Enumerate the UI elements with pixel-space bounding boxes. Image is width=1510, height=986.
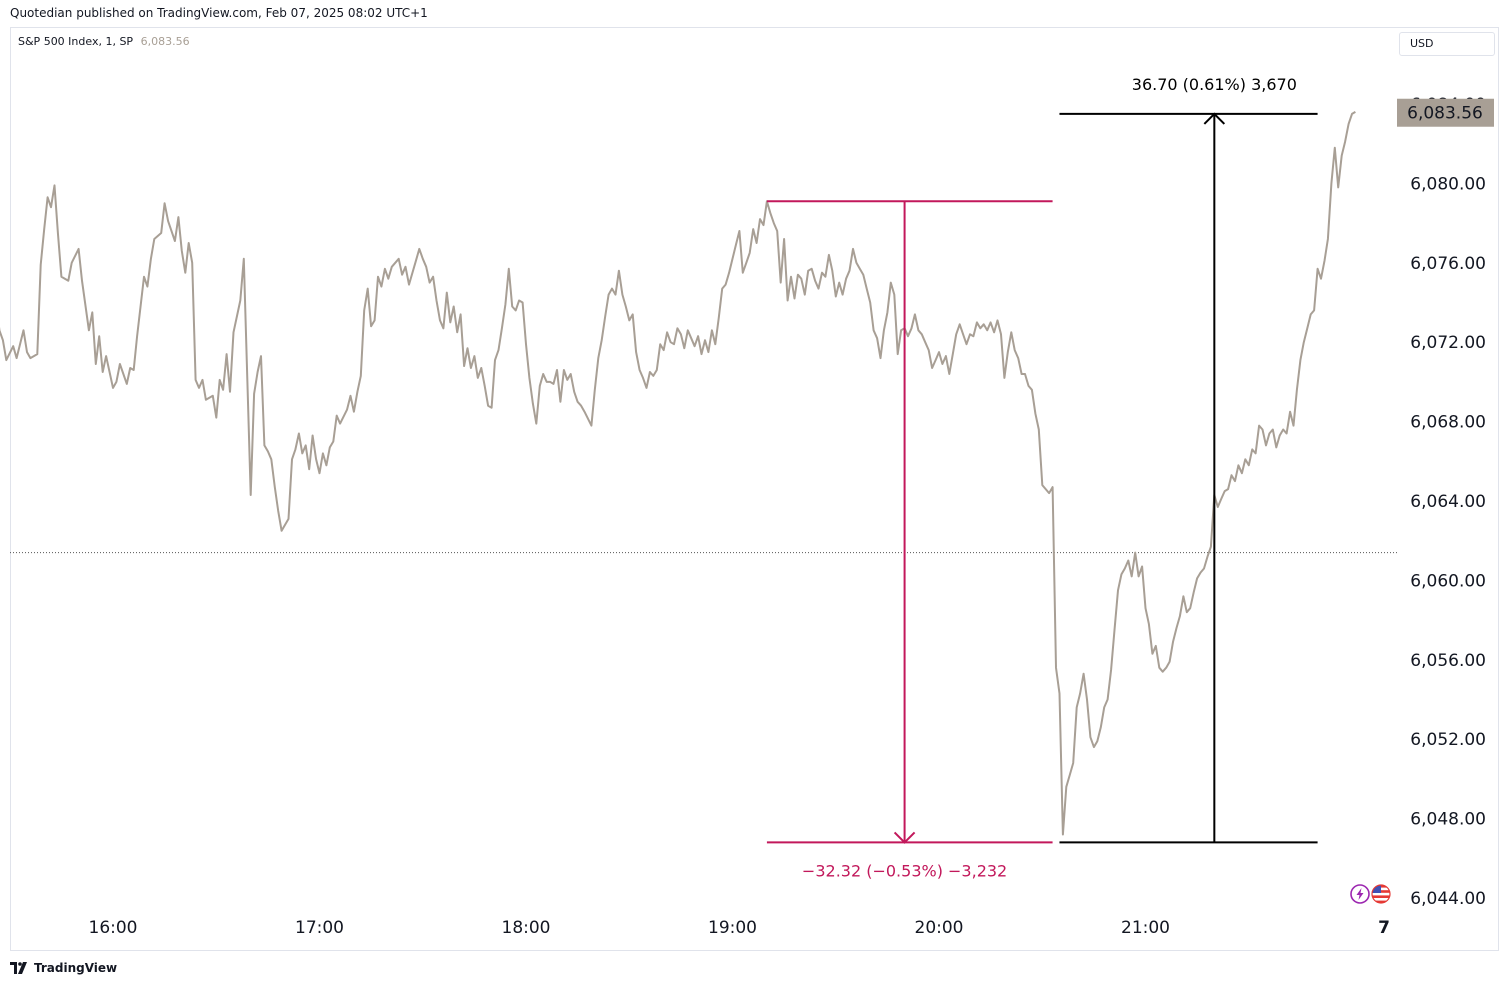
- published-caption: Quotedian published on TradingView.com, …: [10, 6, 428, 20]
- measure-arrowhead: [893, 831, 916, 844]
- chart-frame: [10, 27, 1499, 951]
- lightning-icon[interactable]: [1350, 884, 1370, 904]
- x-axis-tick-label: 7: [1378, 918, 1390, 938]
- status-icons[interactable]: [1350, 884, 1391, 904]
- series-layer: [0, 111, 1356, 836]
- last-price-tag-layer: 6,083.56: [1397, 98, 1494, 127]
- measure-label: −32.32 (−0.53%) −3,232: [802, 861, 1007, 880]
- price-range-down-measure: −32.32 (−0.53%) −3,232: [766, 200, 1053, 880]
- price-range-up-measure: 36.70 (0.61%) 3,670: [1059, 75, 1318, 844]
- currency-button[interactable]: USD: [1399, 32, 1495, 56]
- y-axis-tick-label: 6,072.00: [1410, 333, 1486, 353]
- last-price-tag: [1397, 98, 1494, 127]
- y-axis-tick-label: 6,068.00: [1410, 413, 1486, 433]
- price-series-line: [0, 111, 1356, 836]
- chart-legend: S&P 500 Index, 1, SP 6,083.56: [18, 35, 190, 48]
- x-axis-tick-label: 21:00: [1121, 918, 1170, 938]
- y-axis[interactable]: 6,084.006,080.006,076.006,072.006,068.00…: [1410, 95, 1486, 909]
- last-price-tag-label: 6,083.56: [1407, 104, 1483, 124]
- y-axis-tick-label: 6,048.00: [1410, 810, 1486, 830]
- y-axis-tick-label: 6,076.00: [1410, 254, 1486, 274]
- y-axis-tick-label: 6,044.00: [1410, 889, 1486, 909]
- measure-layer[interactable]: −32.32 (−0.53%) −3,232 36.70 (0.61%) 3,67…: [766, 75, 1318, 880]
- x-axis-tick-label: 19:00: [708, 918, 757, 938]
- y-axis-tick-label: 6,080.00: [1410, 174, 1486, 194]
- measure-label: 36.70 (0.61%) 3,670: [1132, 75, 1297, 94]
- x-axis-tick-label: 17:00: [295, 918, 344, 938]
- y-axis-tick-label: 6,056.00: [1410, 651, 1486, 671]
- x-axis-tick-label: 16:00: [89, 918, 138, 938]
- legend-symbol: S&P 500 Index, 1, SP: [18, 35, 134, 48]
- x-axis-tick-label: 20:00: [915, 918, 964, 938]
- legend-last-value: 6,083.56: [140, 35, 190, 48]
- y-axis-tick-label: 6,060.00: [1410, 571, 1486, 591]
- y-axis-tick-label: 6,052.00: [1410, 730, 1486, 750]
- tradingview-logo-icon: [10, 962, 27, 974]
- y-axis-tick-label: 6,064.00: [1410, 492, 1486, 512]
- us-flag-icon[interactable]: [1371, 884, 1391, 904]
- tradingview-logo[interactable]: TradingView: [10, 961, 117, 975]
- footer-brand: TradingView: [34, 961, 118, 975]
- x-axis-tick-label: 18:00: [502, 918, 551, 938]
- x-axis[interactable]: 16:00 17:00 18:00 19:00 20:00 21:00 7: [89, 918, 1390, 938]
- measure-arrowhead: [1203, 112, 1226, 125]
